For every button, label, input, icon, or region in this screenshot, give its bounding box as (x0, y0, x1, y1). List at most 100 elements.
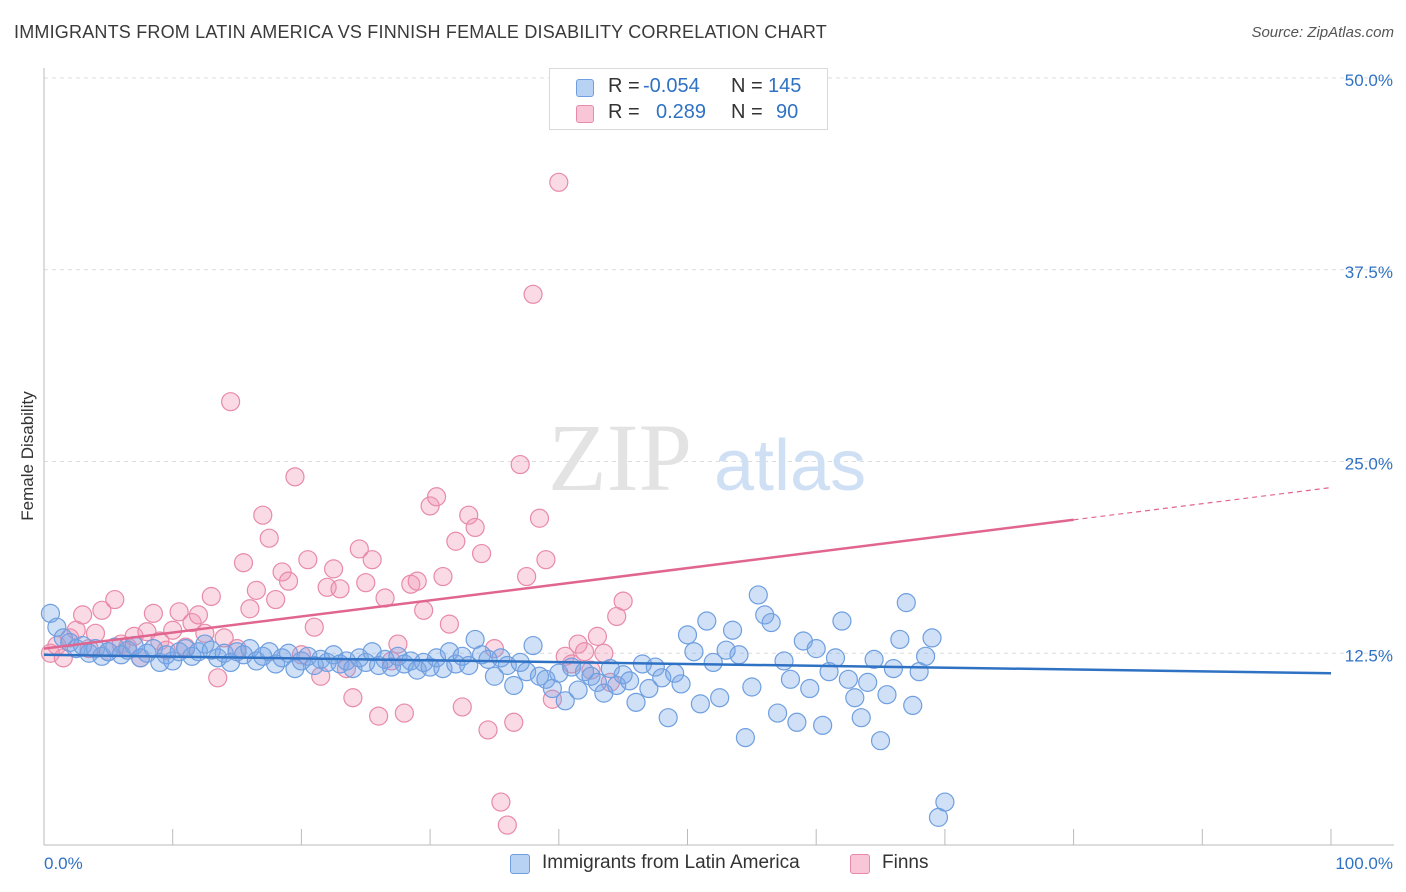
finns-point (92, 600, 112, 620)
finns-point (394, 703, 414, 723)
latin-america-point (870, 731, 891, 751)
finns-point (298, 550, 318, 570)
finns-points (40, 172, 633, 835)
latin-america-point (806, 639, 826, 659)
finns-point (407, 571, 427, 591)
finns-point (73, 605, 93, 625)
latin-america-point (864, 649, 884, 669)
finns-point (613, 591, 633, 611)
latin-america-point (742, 677, 762, 697)
latin-america-point (787, 712, 807, 732)
finns-point (523, 284, 543, 304)
bottom-legend-swatch-blue (510, 854, 530, 874)
finns-point (143, 603, 163, 623)
latin-america-point (716, 640, 736, 660)
finns-trend-line (43, 518, 1074, 650)
finns-point (529, 508, 550, 528)
x-tick-labels: 0.0% 100.0% (44, 854, 1393, 873)
finns-point (188, 605, 209, 625)
finns-point (278, 571, 299, 591)
finns-point (433, 566, 453, 587)
finns-point (549, 172, 569, 192)
latin-america-point (935, 792, 955, 812)
latin-america-point (883, 658, 904, 679)
finns-point (574, 642, 595, 662)
finns-point (568, 634, 588, 654)
finns-point (497, 815, 517, 835)
watermark-zip: ZIP (548, 404, 692, 511)
finns-point (343, 688, 363, 708)
latin-america-point (838, 669, 858, 689)
latin-america-point (915, 646, 936, 666)
latin-america-point (832, 611, 852, 631)
finns-point (452, 697, 472, 717)
legend-swatch-blue (576, 79, 594, 97)
latin-america-point (780, 669, 801, 689)
finns-point (169, 602, 189, 622)
finns-point (471, 543, 492, 564)
latin-america-point (896, 593, 916, 613)
finns-point (240, 599, 260, 619)
finns-point (414, 600, 434, 620)
latin-america-point (523, 635, 543, 656)
latin-america-point (607, 675, 627, 696)
latin-america-point (619, 671, 640, 691)
latin-america-point (761, 612, 781, 633)
latin-america-point (858, 672, 878, 692)
latin-america-point (652, 668, 672, 688)
finns-point (439, 614, 460, 634)
axes (43, 68, 1394, 846)
latin-america-point (767, 703, 788, 723)
legend-n-label: N = (731, 101, 763, 123)
latin-america-points (40, 585, 955, 827)
finns-point (330, 579, 350, 599)
finns-point (555, 646, 575, 666)
source-label: Source: ZipAtlas.com (1251, 24, 1394, 41)
latin-america-point (710, 688, 730, 708)
finns-point (504, 712, 524, 732)
finns-point (369, 706, 389, 726)
finns-point (510, 454, 530, 475)
latin-america-point (845, 688, 865, 708)
finns-point (253, 505, 273, 525)
bottom-legend-label-blue: Immigrants from Latin America (542, 852, 800, 873)
finns-point (221, 392, 241, 412)
finns-point (201, 586, 221, 607)
watermark-atlas: atlas (714, 426, 866, 506)
latin-america-point (484, 666, 505, 686)
latin-america-point (626, 692, 646, 712)
latin-america-point (671, 674, 691, 694)
finns-point (517, 566, 537, 587)
finns-point (459, 505, 479, 525)
latin-america-point (813, 715, 833, 735)
latin-america-point (690, 694, 710, 714)
latin-america-point (639, 678, 659, 699)
latin-america-trend-line (43, 653, 1332, 675)
finns-point (323, 559, 344, 579)
latin-america-point (922, 628, 942, 648)
latin-america-point (703, 652, 723, 673)
latin-america-point (722, 620, 743, 640)
finns-point (349, 539, 369, 559)
latin-america-point (47, 617, 67, 637)
y-tick-label: 12.5% (1345, 646, 1393, 665)
finns-point (246, 580, 266, 600)
x-tick-label: 0.0% (44, 854, 83, 873)
latin-america-point (825, 648, 846, 668)
chart-title: IMMIGRANTS FROM LATIN AMERICA VS FINNISH… (14, 22, 827, 42)
finns-point (208, 668, 228, 688)
bottom-legend-swatch-pink (850, 854, 870, 874)
legend-r-label: R = (608, 75, 640, 97)
finns-point (465, 517, 485, 538)
legend-r-value: -0.054 (643, 75, 700, 97)
latin-america-point (877, 685, 897, 705)
finns-point (587, 626, 608, 646)
finns-point (259, 528, 279, 548)
finns-point (478, 720, 498, 740)
latin-america-point (729, 645, 749, 665)
latin-america-point (677, 625, 698, 645)
legend-r-value: 0.289 (656, 101, 707, 123)
finns-point (266, 589, 286, 610)
finns-point (182, 612, 202, 633)
